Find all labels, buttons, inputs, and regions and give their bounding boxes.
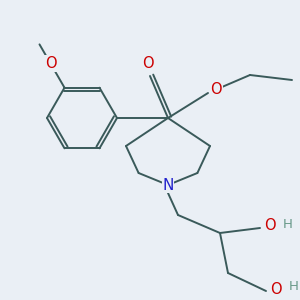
Text: O: O	[45, 56, 56, 71]
Text: N: N	[162, 178, 174, 193]
Text: O: O	[270, 281, 282, 296]
Text: O: O	[210, 82, 222, 97]
Text: O: O	[142, 56, 154, 71]
Text: O: O	[264, 218, 276, 233]
Text: H: H	[283, 218, 293, 230]
Text: H: H	[289, 280, 299, 293]
